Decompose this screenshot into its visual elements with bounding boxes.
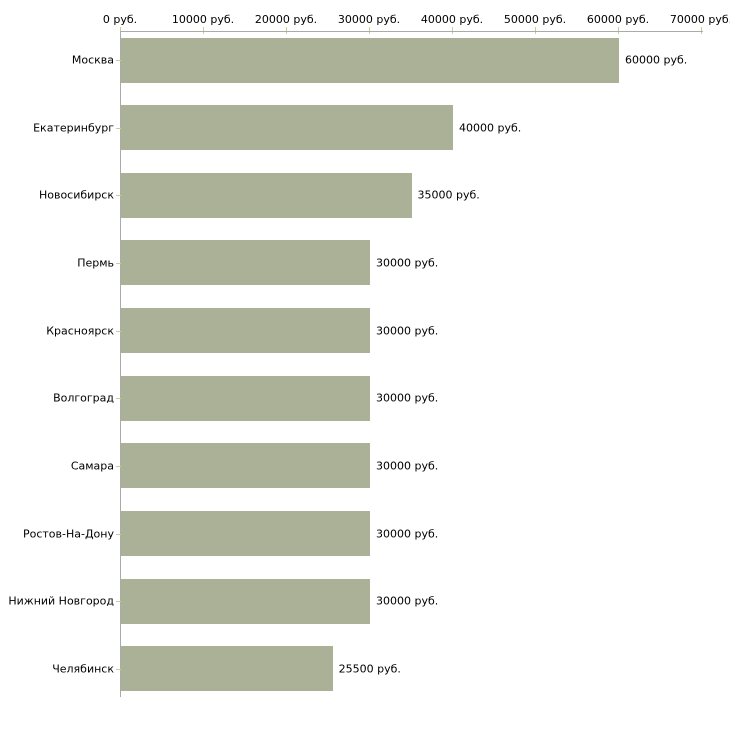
value-label: 30000 руб. [376,256,439,270]
x-axis-tick-label: 10000 руб. [171,13,235,26]
x-axis-tick-label: 40000 руб. [420,13,484,26]
category-label: Красноярск [46,324,114,338]
x-axis-tick-label: 70000 руб. [669,13,730,26]
bar [121,443,370,489]
x-axis-tick-label: 0 руб. [102,13,138,26]
value-label: 25500 руб. [338,662,401,676]
value-label: 30000 руб. [376,324,439,338]
bar [121,240,370,286]
category-tick-mark [116,601,121,603]
x-axis-tick-mark [120,27,121,34]
x-axis-tick-mark [203,27,204,34]
category-label: Самара [70,459,114,473]
x-axis-tick-label: 50000 руб. [503,13,567,26]
bar [121,105,453,151]
category-tick-mark [116,398,121,400]
value-label: 30000 руб. [376,391,439,405]
category-label: Ростов-На-Дону [22,527,114,541]
category-tick-mark [116,195,121,197]
value-label: 35000 руб. [417,188,480,202]
bar [121,37,619,83]
x-axis-tick-mark [286,27,287,34]
value-label: 60000 руб. [625,53,688,67]
bar [121,646,333,692]
bar [121,172,412,218]
value-label: 30000 руб. [376,459,439,473]
x-axis-tick-label: 30000 руб. [337,13,401,26]
category-label: Пермь [77,256,114,270]
x-axis-tick-mark [618,27,619,34]
category-label: Волгоград [53,391,114,405]
bar [121,578,370,624]
category-tick-mark [116,533,121,535]
category-tick-mark [116,668,121,670]
bar [121,308,370,354]
y-axis-line [120,31,121,697]
category-tick-mark [116,60,121,61]
x-axis-tick-mark [369,27,370,34]
category-label: Москва [71,53,114,67]
x-axis-tick-label: 60000 руб. [586,13,650,26]
value-label: 40000 руб. [459,121,522,135]
value-label: 30000 руб. [376,527,439,541]
category-tick-mark [116,330,121,332]
category-label: Новосибирск [38,188,114,202]
category-label: Нижний Новгород [8,594,114,608]
category-tick-mark [116,465,121,467]
bar [121,511,370,557]
bar [121,375,370,421]
category-tick-mark [116,127,121,129]
x-axis-tick-label: 20000 руб. [254,13,318,26]
x-axis-line [120,31,703,32]
x-axis-tick-mark [452,27,453,34]
category-tick-mark [116,262,121,264]
x-axis-tick-mark [535,27,536,34]
value-label: 30000 руб. [376,594,439,608]
category-label: Челябинск [52,662,114,676]
category-label: Екатеринбург [33,121,114,135]
x-axis-tick-mark [701,27,702,34]
